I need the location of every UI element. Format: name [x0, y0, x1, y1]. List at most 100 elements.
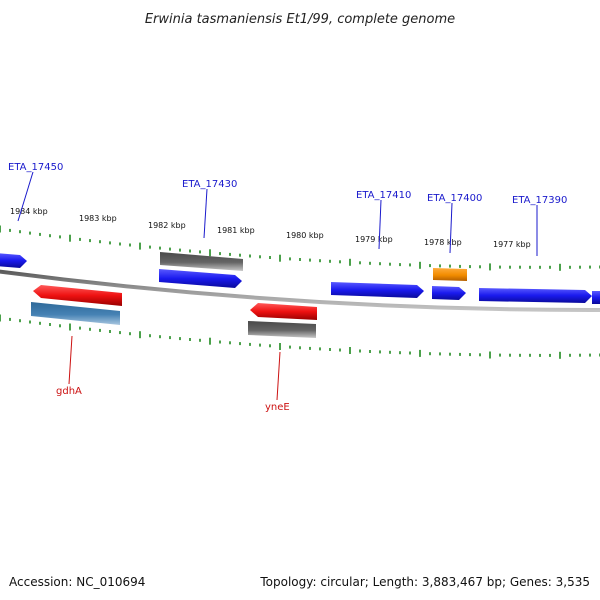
tick-label-1984: 1984 kbp — [10, 207, 48, 216]
lower-minor-tick — [79, 326, 81, 330]
lower-minor-tick — [589, 353, 591, 357]
lower-minor-tick — [229, 341, 231, 345]
tick-label-1982: 1982 kbp — [148, 221, 186, 230]
lower-minor-tick — [89, 327, 91, 331]
lower-minor-tick — [249, 342, 251, 346]
upper-major-tick — [349, 258, 351, 266]
upper-major-tick — [419, 261, 421, 269]
label-eta-17410[interactable]: ETA_17410 — [356, 190, 411, 201]
upper-minor-tick — [229, 252, 231, 256]
upper-minor-tick — [389, 262, 391, 266]
upper-minor-tick — [149, 245, 151, 249]
upper-minor-tick — [449, 264, 451, 268]
lower-minor-tick — [319, 347, 321, 351]
gene-ynee[interactable] — [250, 303, 317, 320]
lower-major-tick — [209, 337, 211, 345]
lower-minor-tick — [449, 352, 451, 356]
lower-minor-tick — [309, 346, 311, 350]
label-eta-17450[interactable]: ETA_17450 — [8, 162, 63, 173]
gene-eta-17430[interactable] — [160, 252, 243, 271]
lower-minor-tick — [369, 350, 371, 353]
upper-minor-tick — [199, 250, 201, 254]
upper-minor-tick — [379, 262, 381, 266]
upper-minor-tick — [59, 235, 61, 239]
tick-label-1980: 1980 kbp — [286, 231, 324, 240]
upper-minor-tick — [569, 265, 571, 269]
lower-minor-tick — [219, 340, 221, 344]
lower-minor-tick — [459, 352, 461, 356]
upper-major-tick — [489, 263, 491, 271]
upper-minor-tick — [549, 265, 551, 269]
lower-minor-tick — [99, 328, 101, 332]
gene-gdha[interactable] — [33, 285, 122, 306]
upper-minor-tick — [409, 263, 411, 267]
gene-eta-17450[interactable] — [0, 253, 27, 268]
label-ynee[interactable]: yneE — [265, 402, 290, 413]
label-gdha[interactable]: gdhA — [56, 386, 82, 397]
gene-forward-1978[interactable] — [432, 286, 466, 300]
lower-minor-tick — [409, 351, 411, 355]
tick-label-1981: 1981 kbp — [217, 226, 255, 235]
upper-minor-tick — [19, 230, 21, 234]
gene-eta-17400[interactable] — [433, 268, 467, 281]
upper-minor-tick — [339, 260, 341, 264]
gene-eta-17390[interactable] — [479, 288, 592, 303]
upper-minor-tick — [359, 261, 361, 265]
upper-minor-tick — [269, 256, 271, 259]
lower-minor-tick — [329, 348, 331, 351]
label-eta-17430[interactable]: ETA_17430 — [182, 179, 237, 190]
upper-minor-tick — [129, 243, 131, 247]
lower-minor-tick — [119, 331, 121, 335]
upper-minor-tick — [99, 240, 101, 244]
tick-label-1983: 1983 kbp — [79, 214, 117, 223]
lower-major-tick — [349, 347, 351, 354]
upper-major-tick — [279, 254, 281, 262]
label-eta-17390[interactable]: ETA_17390 — [512, 195, 567, 206]
upper-minor-tick — [499, 265, 501, 269]
gene-reverse-grey[interactable] — [248, 321, 316, 338]
lower-minor-tick — [579, 353, 581, 357]
lower-minor-tick — [289, 345, 291, 349]
lower-minor-tick — [239, 342, 241, 346]
leader-ynee — [276, 351, 281, 401]
upper-minor-tick — [519, 265, 521, 269]
accession-text: Accession: NC_010694 — [9, 575, 145, 589]
tick-label-1979: 1979 kbp — [355, 235, 393, 244]
upper-minor-tick — [429, 264, 431, 268]
lower-minor-tick — [19, 319, 21, 323]
upper-minor-tick — [329, 259, 331, 263]
tick-label-1978: 1978 kbp — [424, 238, 462, 247]
label-eta-17400[interactable]: ETA_17400 — [427, 193, 482, 204]
lower-major-tick — [69, 323, 71, 331]
upper-minor-tick — [299, 258, 301, 261]
leader-gdha — [68, 335, 73, 385]
lower-minor-tick — [159, 335, 161, 339]
upper-major-tick — [69, 234, 71, 242]
upper-minor-tick — [159, 246, 161, 250]
upper-minor-tick — [249, 254, 251, 258]
lower-minor-tick — [169, 336, 171, 340]
lower-minor-tick — [269, 344, 271, 348]
upper-minor-tick — [579, 265, 581, 269]
lower-minor-tick — [9, 317, 11, 321]
gene-reverse-steelblue[interactable] — [31, 302, 120, 325]
lower-minor-tick — [399, 351, 401, 355]
upper-minor-tick — [119, 242, 121, 246]
lower-minor-tick — [149, 334, 151, 338]
gene-forward-edge[interactable] — [592, 291, 600, 304]
lower-minor-tick — [429, 352, 431, 356]
upper-minor-tick — [459, 264, 461, 268]
upper-minor-tick — [29, 231, 31, 235]
upper-minor-tick — [539, 265, 541, 269]
genome-title: Erwinia tasmaniensis Et1/99, complete ge… — [145, 12, 455, 27]
lower-minor-tick — [509, 353, 511, 357]
upper-minor-tick — [509, 265, 511, 269]
upper-minor-tick — [39, 232, 41, 236]
lower-major-tick — [489, 351, 491, 359]
gene-forward-1982[interactable] — [159, 269, 242, 288]
lower-minor-tick — [439, 352, 441, 356]
gene-eta-17410[interactable] — [331, 282, 424, 298]
upper-minor-tick — [9, 228, 11, 232]
upper-minor-tick — [179, 248, 181, 252]
